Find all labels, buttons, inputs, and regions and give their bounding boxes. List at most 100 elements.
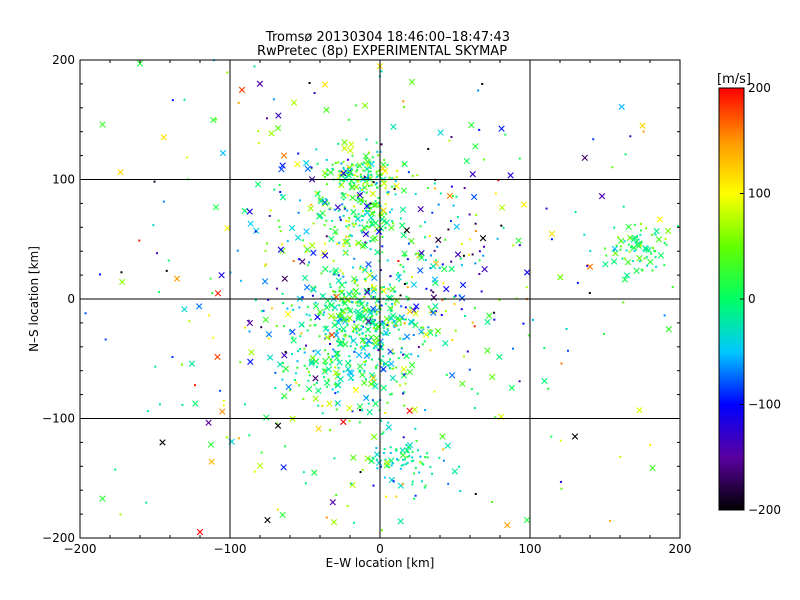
data-point-cross [649, 464, 656, 472]
data-point-dot [277, 219, 280, 222]
data-point-dot [440, 313, 443, 316]
data-point-cross [334, 400, 341, 407]
data-point-cross [274, 422, 282, 429]
data-point-cross [311, 469, 318, 476]
data-point-dot [339, 218, 342, 221]
data-point-dot [500, 224, 503, 227]
data-point-dot [270, 307, 273, 310]
data-point-cross [369, 190, 376, 197]
data-point-cross [365, 203, 373, 210]
data-point-dot [400, 351, 403, 354]
data-point-dot [406, 450, 409, 453]
data-point-dot [370, 358, 373, 361]
data-point-cross [274, 124, 282, 132]
data-point-dot [342, 166, 345, 169]
data-point-dot [349, 182, 352, 185]
data-point-cross [344, 238, 351, 245]
data-point-dot [434, 187, 437, 190]
data-point-dot [474, 230, 477, 233]
data-point-dot [357, 213, 360, 216]
data-point-dot [342, 311, 345, 314]
data-point-dot [359, 265, 362, 268]
data-point-cross [345, 291, 353, 298]
data-point-dot [310, 166, 313, 169]
data-point-dot [453, 302, 456, 305]
data-point-dot [284, 445, 287, 448]
data-point-dot [385, 333, 388, 336]
data-point-dot [361, 337, 364, 340]
data-point-cross [214, 353, 221, 361]
data-point-cross [403, 333, 411, 340]
data-point-cross [328, 302, 335, 309]
data-point-dot [371, 283, 374, 286]
data-point-dot [346, 209, 349, 212]
data-point-dot [371, 275, 374, 278]
data-point-cross [610, 258, 618, 265]
data-point-cross [335, 319, 342, 326]
data-point-cross [309, 354, 316, 362]
data-point-cross [218, 272, 225, 279]
data-point-dot [398, 279, 401, 282]
data-point-dot [360, 175, 363, 178]
data-point-dot [427, 305, 430, 308]
data-point-dot [346, 194, 349, 197]
data-point-dot [253, 65, 256, 68]
data-point-dot [331, 167, 334, 170]
data-point-cross [387, 305, 394, 312]
data-point-cross [99, 121, 106, 128]
data-point-dot [418, 471, 421, 474]
data-point-dot [376, 175, 379, 178]
data-point-dot [274, 371, 277, 374]
data-point-dot [420, 326, 423, 329]
data-point-cross [359, 243, 366, 250]
data-point-dot [432, 291, 435, 294]
data-point-dot [452, 204, 455, 207]
data-point-dot [336, 329, 339, 332]
data-point-dot [275, 325, 278, 328]
data-point-dot [452, 195, 455, 198]
data-point-dot [369, 295, 372, 298]
data-point-dot [154, 365, 157, 368]
data-point-dot [120, 271, 123, 274]
data-point-cross [361, 379, 368, 387]
data-point-cross [383, 459, 391, 466]
data-point-dot [392, 480, 395, 483]
data-point-dot [273, 188, 276, 191]
data-point-cross [417, 206, 424, 213]
data-point-dot [306, 329, 309, 332]
data-point-cross [453, 223, 460, 230]
data-point-dot [314, 301, 317, 304]
data-point-dot [332, 290, 335, 293]
data-point-dot [324, 332, 327, 335]
data-point-dot [358, 421, 361, 424]
data-point-dot [347, 118, 350, 121]
data-point-dot [344, 281, 347, 284]
data-point-dot [416, 449, 419, 452]
data-point-dot [468, 368, 471, 371]
data-point-dot [297, 152, 300, 155]
data-point-dot [236, 249, 239, 252]
data-point-dot [363, 360, 366, 363]
data-point-dot [354, 222, 357, 225]
data-point-cross [334, 204, 342, 211]
data-point-dot [402, 265, 405, 268]
data-point-dot [350, 310, 353, 313]
data-point-dot [355, 317, 358, 320]
data-point-dot [411, 483, 414, 486]
data-point-dot [622, 301, 625, 304]
data-point-dot [550, 435, 553, 438]
data-point-dot [427, 326, 430, 329]
data-point-cross [385, 294, 393, 302]
data-point-dot [180, 363, 183, 366]
data-point-dot [301, 239, 304, 242]
data-point-dot [456, 215, 459, 218]
data-point-cross [328, 331, 336, 339]
data-point-dot [405, 463, 408, 466]
data-point-dot [366, 221, 369, 224]
data-point-cross [400, 372, 407, 379]
data-point-cross [446, 192, 454, 199]
data-point-dot [444, 310, 447, 313]
data-point-dot [460, 243, 463, 246]
data-point-dot [493, 318, 496, 321]
data-point-dot [383, 448, 386, 451]
